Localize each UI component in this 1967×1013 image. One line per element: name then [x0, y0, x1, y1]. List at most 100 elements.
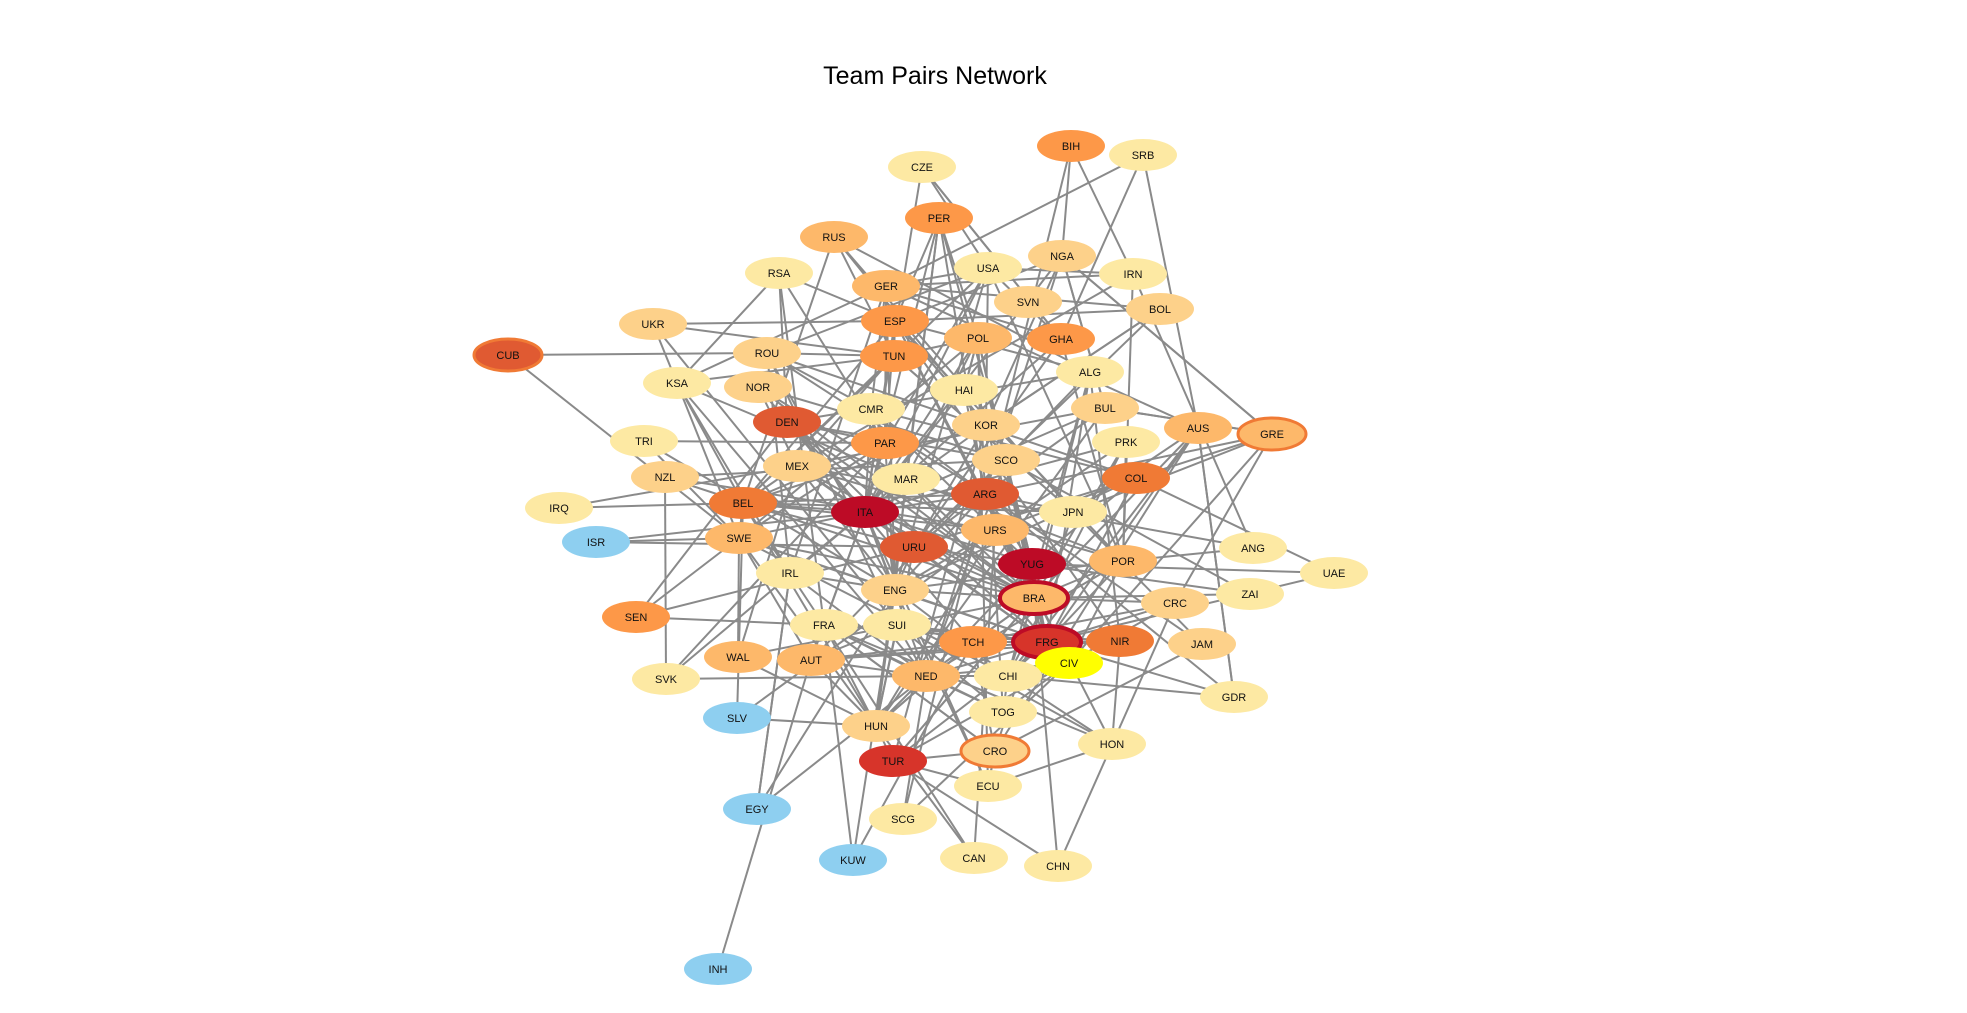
node-hai[interactable]: HAI — [930, 374, 998, 406]
node-label: SLV — [727, 713, 748, 725]
node-ita[interactable]: ITA — [831, 496, 899, 528]
node-hun[interactable]: HUN — [842, 710, 910, 742]
node-isr[interactable]: ISR — [562, 526, 630, 558]
node-ang[interactable]: ANG — [1219, 532, 1287, 564]
node-rou[interactable]: ROU — [733, 337, 801, 369]
node-bul[interactable]: BUL — [1071, 392, 1139, 424]
node-label: SCO — [994, 455, 1018, 467]
node-yug[interactable]: YUG — [998, 548, 1066, 580]
node-bra[interactable]: BRA — [998, 580, 1070, 616]
node-jam[interactable]: JAM — [1168, 628, 1236, 660]
node-crc[interactable]: CRC — [1141, 587, 1209, 619]
node-cro[interactable]: CRO — [959, 733, 1031, 769]
node-sco[interactable]: SCO — [972, 444, 1040, 476]
edge-irl-egy — [756, 572, 791, 810]
node-nga[interactable]: NGA — [1028, 240, 1096, 272]
node-egy[interactable]: EGY — [723, 793, 791, 825]
node-alg[interactable]: ALG — [1056, 356, 1124, 388]
node-shape — [1200, 681, 1268, 713]
node-ukr[interactable]: UKR — [619, 308, 687, 340]
node-wal[interactable]: WAL — [704, 641, 772, 673]
node-slv[interactable]: SLV — [703, 702, 771, 734]
node-por[interactable]: POR — [1089, 545, 1157, 577]
node-fra[interactable]: FRA — [790, 609, 858, 641]
node-ned[interactable]: NED — [892, 660, 960, 692]
node-civ[interactable]: CIV — [1035, 647, 1103, 679]
node-pol[interactable]: POL — [944, 322, 1012, 354]
node-par[interactable]: PAR — [851, 427, 919, 459]
node-swe[interactable]: SWE — [705, 522, 773, 554]
node-mex[interactable]: MEX — [763, 450, 831, 482]
node-tog[interactable]: TOG — [969, 696, 1037, 728]
node-ger[interactable]: GER — [852, 270, 920, 302]
node-rus[interactable]: RUS — [800, 221, 868, 253]
node-rsa[interactable]: RSA — [745, 257, 813, 289]
node-shape — [610, 425, 678, 457]
node-usa[interactable]: USA — [954, 252, 1022, 284]
edge-bih-irn — [1070, 145, 1134, 275]
node-irl[interactable]: IRL — [756, 557, 824, 589]
node-prk[interactable]: PRK — [1092, 426, 1160, 458]
node-jpn[interactable]: JPN — [1039, 496, 1107, 528]
node-ecu[interactable]: ECU — [954, 770, 1022, 802]
node-svk[interactable]: SVK — [632, 663, 700, 695]
node-shape — [852, 270, 920, 302]
node-col[interactable]: COL — [1102, 462, 1170, 494]
node-tur[interactable]: TUR — [859, 745, 927, 777]
node-gdr[interactable]: GDR — [1200, 681, 1268, 713]
node-shape — [1035, 647, 1103, 679]
node-uae[interactable]: UAE — [1300, 557, 1368, 589]
node-cze[interactable]: CZE — [888, 151, 956, 183]
node-nor[interactable]: NOR — [724, 371, 792, 403]
edge-yug-ned — [925, 563, 1033, 677]
node-bol[interactable]: BOL — [1126, 293, 1194, 325]
node-chi[interactable]: CHI — [974, 660, 1042, 692]
node-srb[interactable]: SRB — [1109, 139, 1177, 171]
node-kuw[interactable]: KUW — [819, 844, 887, 876]
edge-uae-col — [1135, 477, 1335, 574]
node-irn[interactable]: IRN — [1099, 258, 1167, 290]
node-per[interactable]: PER — [905, 202, 973, 234]
node-tch[interactable]: TCH — [939, 626, 1007, 658]
node-tun[interactable]: TUN — [860, 340, 928, 372]
node-label: CRC — [1163, 598, 1187, 610]
node-label: NIR — [1111, 636, 1130, 648]
node-mar[interactable]: MAR — [872, 463, 940, 495]
node-irq[interactable]: IRQ — [525, 492, 593, 524]
node-uru[interactable]: URU — [880, 531, 948, 563]
node-label: URU — [902, 542, 926, 554]
node-label: IRN — [1124, 269, 1143, 281]
node-cmr[interactable]: CMR — [837, 393, 905, 425]
node-can[interactable]: CAN — [940, 842, 1008, 874]
edge-ger-ksa — [676, 285, 887, 384]
node-sui[interactable]: SUI — [863, 609, 931, 641]
node-urs[interactable]: URS — [961, 514, 1029, 546]
node-bih[interactable]: BIH — [1037, 130, 1105, 162]
node-label: NED — [914, 671, 937, 683]
node-gre[interactable]: GRE — [1236, 416, 1308, 452]
node-arg[interactable]: ARG — [951, 478, 1019, 510]
node-shape — [959, 733, 1031, 769]
node-ksa[interactable]: KSA — [643, 367, 711, 399]
node-label: SWE — [726, 533, 751, 545]
node-esp[interactable]: ESP — [861, 305, 929, 337]
node-den[interactable]: DEN — [753, 406, 821, 438]
node-kor[interactable]: KOR — [952, 409, 1020, 441]
node-tri[interactable]: TRI — [610, 425, 678, 457]
node-aus[interactable]: AUS — [1164, 412, 1232, 444]
node-cub[interactable]: CUB — [472, 337, 544, 373]
node-label: NZL — [655, 472, 676, 484]
node-nzl[interactable]: NZL — [631, 461, 699, 493]
node-chn[interactable]: CHN — [1024, 850, 1092, 882]
node-gha[interactable]: GHA — [1027, 323, 1095, 355]
node-sen[interactable]: SEN — [602, 601, 670, 633]
node-hon[interactable]: HON — [1078, 728, 1146, 760]
node-inh[interactable]: INH — [684, 953, 752, 985]
node-scg[interactable]: SCG — [869, 803, 937, 835]
node-aut[interactable]: AUT — [777, 644, 845, 676]
node-svn[interactable]: SVN — [994, 286, 1062, 318]
node-zai[interactable]: ZAI — [1216, 578, 1284, 610]
node-bel[interactable]: BEL — [709, 487, 777, 519]
node-nir[interactable]: NIR — [1086, 625, 1154, 657]
node-eng[interactable]: ENG — [861, 574, 929, 606]
